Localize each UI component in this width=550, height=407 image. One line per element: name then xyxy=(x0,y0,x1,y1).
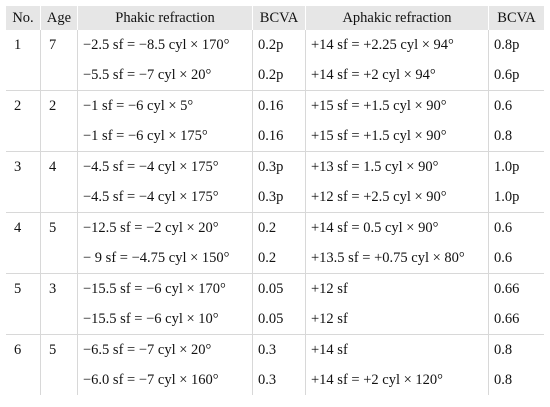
cell-bcva-aphakic: 0.8 xyxy=(489,334,544,365)
header-phakic-refraction: Phakic refraction xyxy=(78,6,253,30)
cell-aphakic: +13 sf = 1.5 cyl × 90° xyxy=(306,151,489,182)
cell-no xyxy=(6,243,41,273)
cell-aphakic: +14 sf = +2.25 cyl × 94° xyxy=(306,30,489,60)
cell-age xyxy=(41,304,78,334)
cell-age: 5 xyxy=(41,212,78,243)
cell-aphakic: +15 sf = +1.5 cyl × 90° xyxy=(306,121,489,151)
cell-bcva-phakic: 0.2p xyxy=(253,60,306,90)
cell-phakic: −12.5 sf = −2 cyl × 20° xyxy=(78,212,253,243)
cell-aphakic: +13.5 sf = +0.75 cyl × 80° xyxy=(306,243,489,273)
cell-bcva-phakic: 0.2p xyxy=(253,30,306,60)
cell-aphakic: +14 sf = +2 cyl × 120° xyxy=(306,365,489,395)
table-row: −6.0 sf = −7 cyl × 160° 0.3 +14 sf = +2 … xyxy=(6,365,544,395)
cell-age xyxy=(41,121,78,151)
cell-no xyxy=(6,182,41,212)
cell-bcva-phakic: 0.3 xyxy=(253,334,306,365)
cell-aphakic: +15 sf = +1.5 cyl × 90° xyxy=(306,90,489,121)
cell-bcva-phakic: 0.3p xyxy=(253,151,306,182)
table-body: 1 7 −2.5 sf = −8.5 cyl × 170° 0.2p +14 s… xyxy=(6,30,544,395)
cell-no: 3 xyxy=(6,151,41,182)
cell-age xyxy=(41,243,78,273)
cell-phakic: −6.5 sf = −7 cyl × 20° xyxy=(78,334,253,365)
table-row: −4.5 sf = −4 cyl × 175° 0.3p +12 sf = +2… xyxy=(6,182,544,212)
cell-no xyxy=(6,365,41,395)
cell-no: 5 xyxy=(6,273,41,304)
header-aphakic-refraction: Aphakic refraction xyxy=(306,6,489,30)
cell-phakic: −5.5 sf = −7 cyl × 20° xyxy=(78,60,253,90)
cell-bcva-aphakic: 0.8p xyxy=(494,36,520,53)
header-bcva-phakic: BCVA xyxy=(253,6,306,30)
cell-bcva-aphakic: 0.6 xyxy=(489,90,544,121)
cell-bcva-phakic: 0.2 xyxy=(253,243,306,273)
cell-bcva-phakic: 0.05 xyxy=(253,273,306,304)
table-row: −1 sf = −6 cyl × 175° 0.16 +15 sf = +1.5… xyxy=(6,121,544,151)
cell-aphakic: +12 sf = +2.5 cyl × 90° xyxy=(306,182,489,212)
header-age: Age xyxy=(41,6,78,30)
cell-no: 6 xyxy=(6,334,41,365)
refraction-table: No. Age Phakic refraction BCVA Aphakic r… xyxy=(6,6,544,395)
table-row: 5 3 −15.5 sf = −6 cyl × 170° 0.05 +12 sf… xyxy=(6,273,544,304)
header-row: No. Age Phakic refraction BCVA Aphakic r… xyxy=(6,6,544,30)
cell-age: 5 xyxy=(41,334,78,365)
cell-aphakic: +12 sf xyxy=(306,304,489,334)
table-header: No. Age Phakic refraction BCVA Aphakic r… xyxy=(6,6,544,30)
cell-bcva-aphakic: 0.66 xyxy=(489,273,544,304)
cell-phakic: − 9 sf = −4.75 cyl × 150° xyxy=(78,243,253,273)
cell-phakic: −2.5 sf = −8.5 cyl × 170° xyxy=(78,30,253,60)
cell-bcva-phakic: 0.3 xyxy=(253,365,306,395)
table-row: 6 5 −6.5 sf = −7 cyl × 20° 0.3 +14 sf 0.… xyxy=(6,334,544,365)
header-bcva-aphakic: BCVA xyxy=(489,6,544,30)
cell-bcva-aphakic: 1.0p xyxy=(494,188,520,205)
cell-aphakic: +14 sf = 0.5 cyl × 90° xyxy=(306,212,489,243)
table-row: −5.5 sf = −7 cyl × 20° 0.2p +14 sf = +2 … xyxy=(6,60,544,90)
cell-no xyxy=(6,60,41,90)
cell-no xyxy=(6,304,41,334)
cell-bcva-phakic: 0.3p xyxy=(253,182,306,212)
cell-age: 3 xyxy=(41,273,78,304)
cell-no xyxy=(6,121,41,151)
table-row: 4 5 −12.5 sf = −2 cyl × 20° 0.2 +14 sf =… xyxy=(6,212,544,243)
table-row: 1 7 −2.5 sf = −8.5 cyl × 170° 0.2p +14 s… xyxy=(6,30,544,60)
cell-bcva-aphakic: 1.0p xyxy=(489,151,544,182)
cell-age xyxy=(41,60,78,90)
cell-no: 2 xyxy=(6,90,41,121)
cell-phakic: −1 sf = −6 cyl × 5° xyxy=(78,90,253,121)
cell-age xyxy=(41,365,78,395)
cell-bcva-aphakic: 0.8 xyxy=(494,127,513,144)
cell-bcva-aphakic: 0.6p xyxy=(494,66,520,83)
table-row: − 9 sf = −4.75 cyl × 150° 0.2 +13.5 sf =… xyxy=(6,243,544,273)
cell-bcva-aphakic: 0.66 xyxy=(494,310,520,327)
cell-bcva-phakic: 0.16 xyxy=(253,90,306,121)
cell-bcva-phakic: 0.05 xyxy=(253,304,306,334)
cell-bcva-aphakic: 0.6 xyxy=(489,212,544,243)
table-row: −15.5 sf = −6 cyl × 10° 0.05 +12 sf 0.66 xyxy=(6,304,544,334)
cell-phakic: −4.5 sf = −4 cyl × 175° xyxy=(78,151,253,182)
cell-bcva-phakic: 0.2 xyxy=(253,212,306,243)
cell-phakic: −15.5 sf = −6 cyl × 10° xyxy=(78,304,253,334)
cell-phakic: −4.5 sf = −4 cyl × 175° xyxy=(78,182,253,212)
cell-no: 4 xyxy=(6,212,41,243)
refraction-table-container: No. Age Phakic refraction BCVA Aphakic r… xyxy=(6,6,544,395)
cell-age xyxy=(41,182,78,212)
cell-aphakic: +14 sf = +2 cyl × 94° xyxy=(306,60,489,90)
cell-aphakic: +12 sf xyxy=(306,273,489,304)
cell-age: 7 xyxy=(41,30,78,60)
cell-bcva-aphakic: 0.6 xyxy=(494,249,513,266)
table-row: 2 2 −1 sf = −6 cyl × 5° 0.16 +15 sf = +1… xyxy=(6,90,544,121)
cell-phakic: −6.0 sf = −7 cyl × 160° xyxy=(78,365,253,395)
cell-bcva-phakic: 0.16 xyxy=(253,121,306,151)
header-no: No. xyxy=(6,6,41,30)
cell-age: 4 xyxy=(41,151,78,182)
cell-age: 2 xyxy=(41,90,78,121)
cell-phakic: −1 sf = −6 cyl × 175° xyxy=(78,121,253,151)
cell-aphakic: +14 sf xyxy=(306,334,489,365)
cell-phakic: −15.5 sf = −6 cyl × 170° xyxy=(78,273,253,304)
cell-bcva-aphakic: 0.8 xyxy=(494,371,513,388)
cell-no: 1 xyxy=(6,30,41,60)
table-row: 3 4 −4.5 sf = −4 cyl × 175° 0.3p +13 sf … xyxy=(6,151,544,182)
